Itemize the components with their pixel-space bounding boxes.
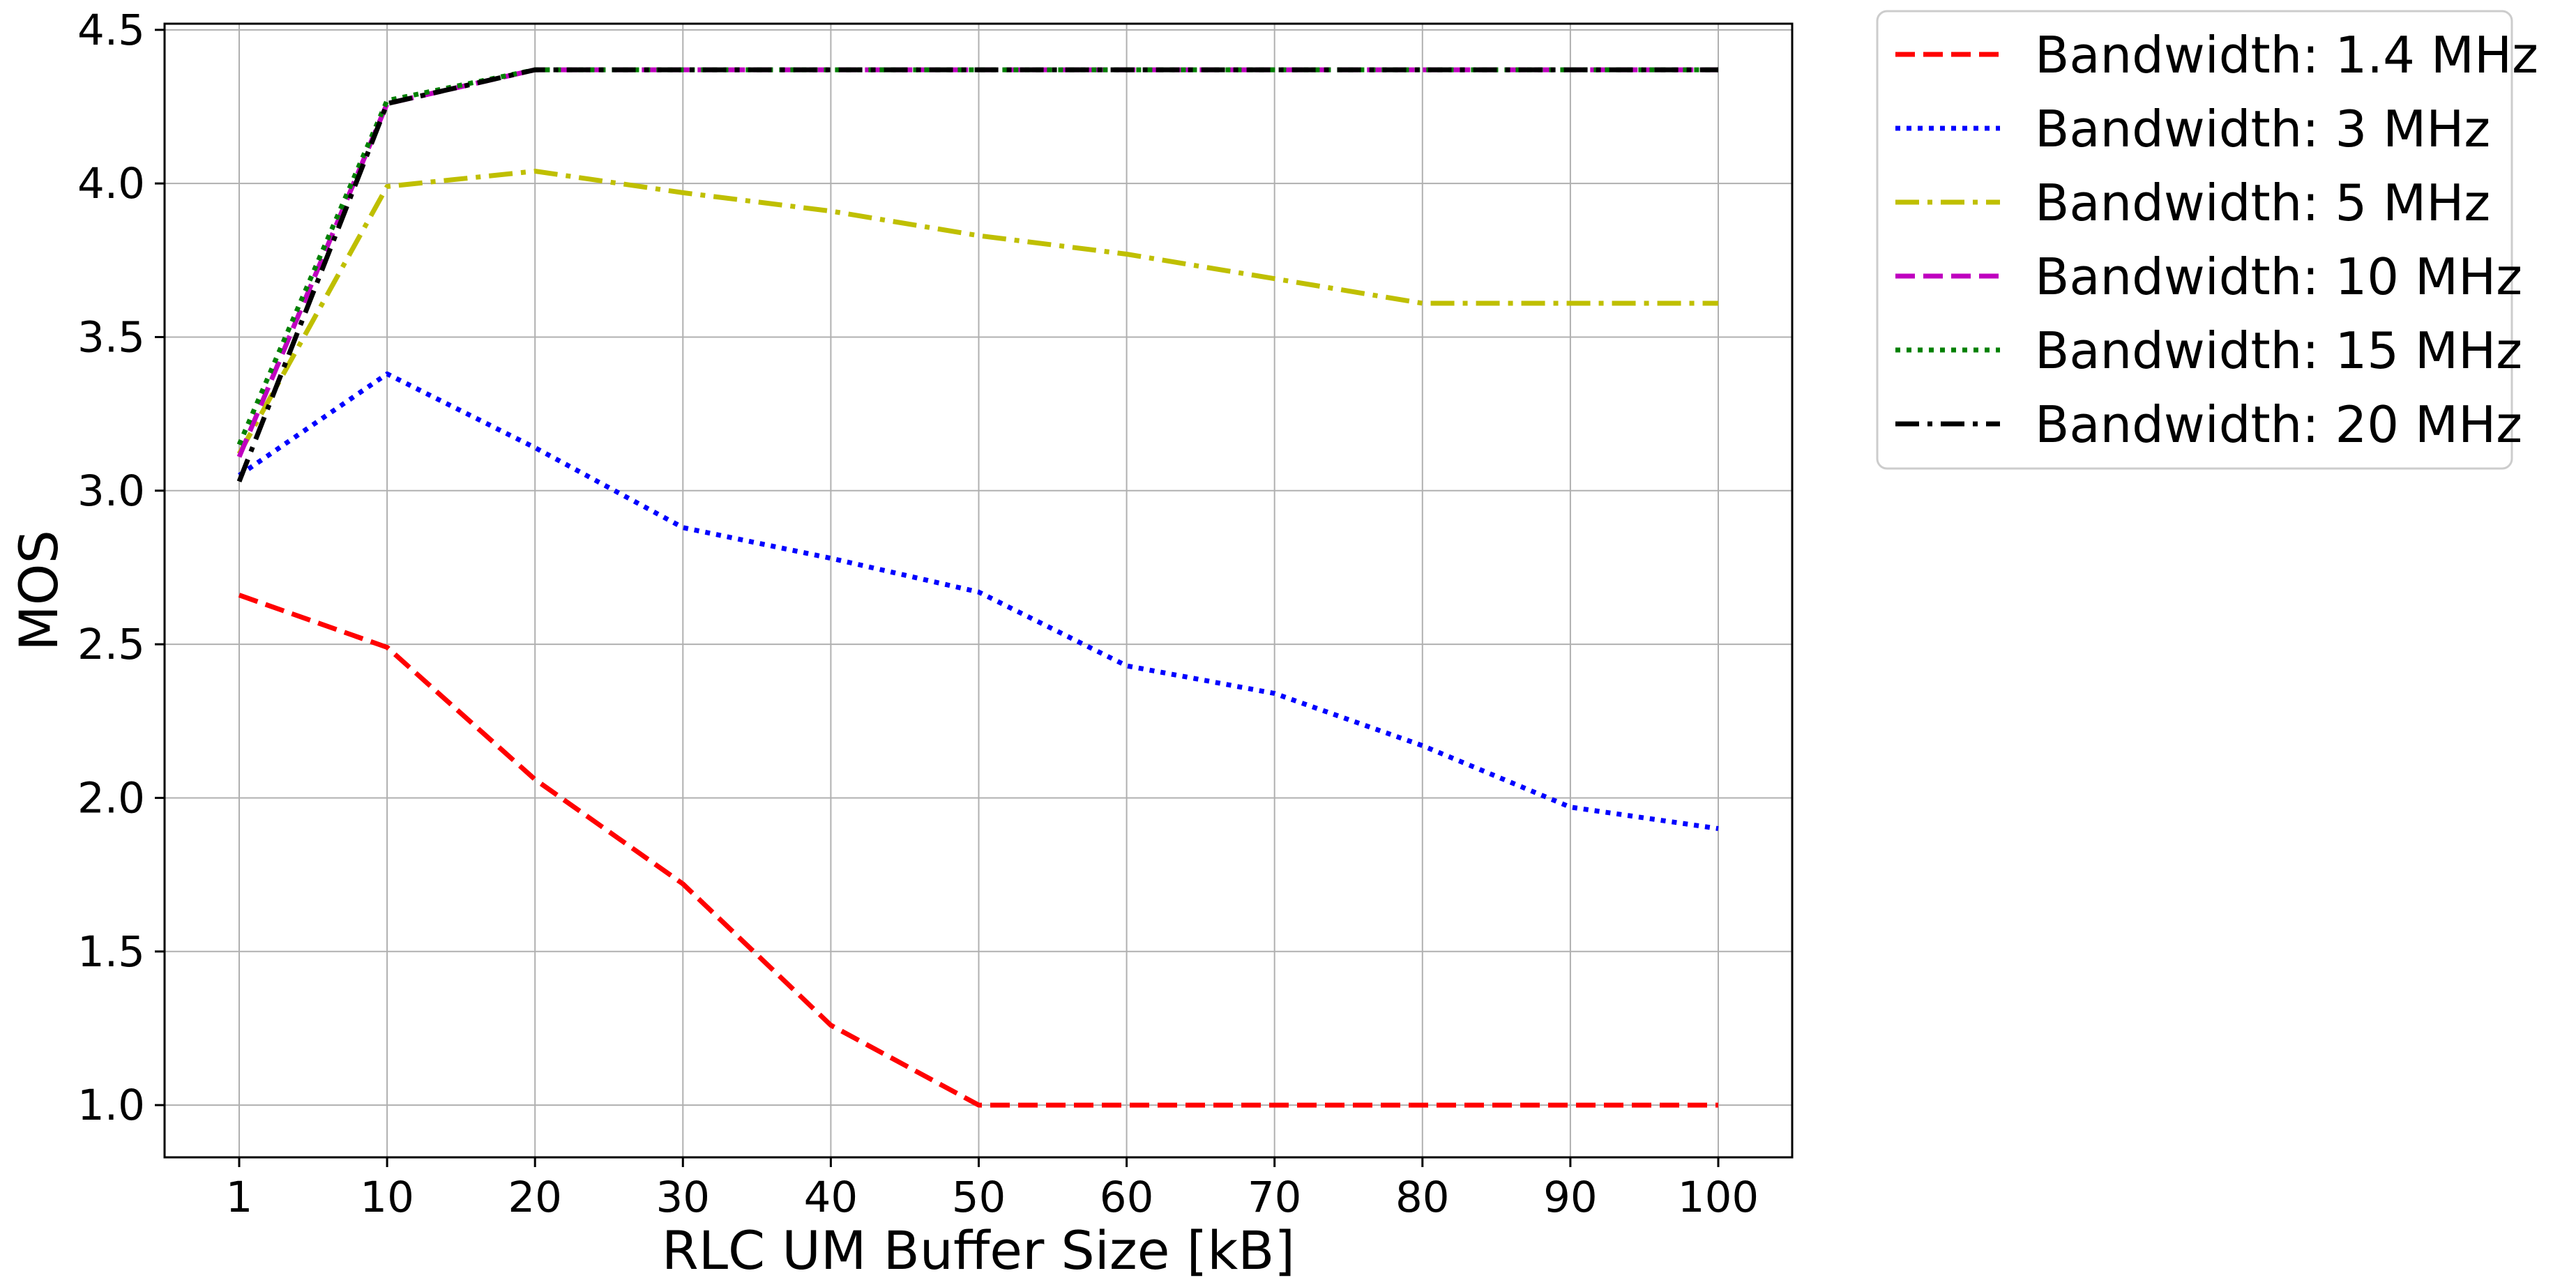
y-axis: 1.0 1.5 2.0 2.5 3.0 3.5 4.0 4.5 bbox=[77, 6, 165, 1130]
y-tick-label: 2.0 bbox=[77, 773, 145, 823]
legend-box bbox=[1876, 10, 2513, 470]
x-tick-label: 1 bbox=[226, 1173, 253, 1222]
x-tick-label: 40 bbox=[804, 1173, 858, 1222]
legend-label: Bandwidth: 15 MHz bbox=[2035, 321, 2522, 380]
y-tick-label: 1.5 bbox=[77, 927, 145, 977]
legend-label: Bandwidth: 20 MHz bbox=[2035, 395, 2522, 454]
x-tick-label: 20 bbox=[508, 1173, 562, 1222]
x-tick-label: 90 bbox=[1543, 1173, 1598, 1222]
x-tick-label: 30 bbox=[656, 1173, 710, 1222]
x-axis-title: RLC UM Buffer Size [kB] bbox=[662, 1219, 1295, 1281]
y-axis-title: MOS bbox=[8, 530, 70, 651]
series-line-2 bbox=[238, 371, 1719, 831]
grid bbox=[165, 24, 1792, 1157]
y-tick-label: 4.0 bbox=[77, 159, 145, 208]
legend-label: Bandwidth: 3 MHz bbox=[2035, 100, 2490, 158]
legend-label: Bandwidth: 10 MHz bbox=[2035, 247, 2522, 306]
legend-label: Bandwidth: 1.4 MHz bbox=[2035, 26, 2538, 84]
y-tick-label: 2.5 bbox=[77, 620, 145, 669]
series-line-5 bbox=[236, 67, 1718, 446]
x-tick-label: 10 bbox=[360, 1173, 414, 1222]
x-axis: 1 10 20 30 40 50 60 70 80 90 100 bbox=[226, 1157, 1759, 1222]
series-lines bbox=[236, 67, 1719, 1108]
x-tick-label: 60 bbox=[1100, 1173, 1154, 1222]
x-tick-label: 50 bbox=[952, 1173, 1006, 1222]
x-tick-label: 70 bbox=[1248, 1173, 1302, 1222]
x-tick-label: 100 bbox=[1678, 1173, 1759, 1222]
legend: Bandwidth: 1.4 MHz Bandwidth: 3 MHz Bandwi… bbox=[1876, 10, 2538, 470]
series-line-6 bbox=[236, 67, 1718, 482]
y-tick-label: 3.5 bbox=[77, 312, 145, 362]
series-line-1 bbox=[238, 593, 1718, 1108]
y-tick-label: 4.5 bbox=[77, 6, 145, 55]
y-tick-label: 1.0 bbox=[77, 1081, 145, 1130]
x-tick-label: 80 bbox=[1395, 1173, 1450, 1222]
y-tick-label: 3.0 bbox=[77, 466, 145, 516]
legend-label: Bandwidth: 5 MHz bbox=[2035, 174, 2490, 232]
